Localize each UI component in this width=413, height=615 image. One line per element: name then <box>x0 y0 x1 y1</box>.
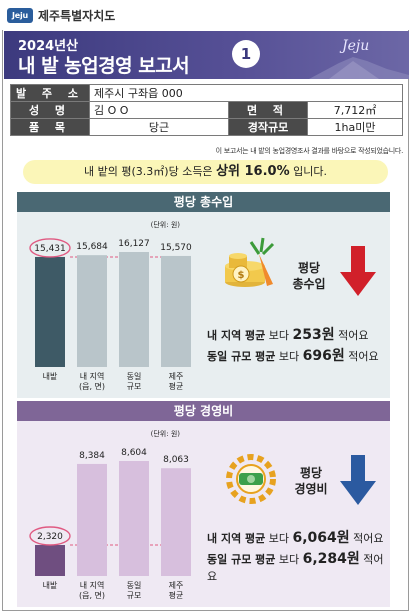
summary-highlight: 상위 16.0% <box>216 164 290 179</box>
chart-category-label-0: 내밭 <box>43 581 58 590</box>
cost-compare1-mid: 보다 <box>265 532 293 545</box>
cost-side-line1: 평당 <box>299 466 323 480</box>
revenue-compare-region: 내 지역 평균 보다 253원 적어요 <box>207 324 368 344</box>
cost-side-title: 평당 경영비 <box>289 465 333 497</box>
area-value: 7,712㎡ <box>307 101 403 119</box>
chart-value-label-0: 2,320 <box>37 532 63 542</box>
address-label: 발 주 소 <box>10 84 90 102</box>
revenue-compare2-suffix: 적어요 <box>344 350 379 363</box>
svg-text:$: $ <box>238 270 245 281</box>
scale-value: 1ha미만 <box>307 118 403 136</box>
report-header: 2024년산 내 밭 농업경영 보고서 1 Jeju <box>4 31 409 79</box>
revenue-compare1-label: 내 지역 평균 <box>207 329 266 342</box>
chart-category-label-3: 제주 <box>169 581 184 590</box>
chart-unit-label: (단위: 원) <box>151 220 181 229</box>
chart-category-label-2: 규모 <box>127 382 142 391</box>
revenue-side-title: 평당 총수입 <box>289 260 329 292</box>
chart-bar-1 <box>77 255 107 367</box>
name-label: 성 명 <box>10 101 90 119</box>
report-note: 이 보고서는 내 밭의 농업경영조사 결과를 바탕으로 작성되었습니다. <box>215 147 404 155</box>
chart-category-label-2: 동일 <box>127 581 142 590</box>
revenue-side-line1: 평당 <box>297 261 321 275</box>
cost-compare1-suffix: 적어요 <box>349 532 384 545</box>
chart-bar-3 <box>161 255 191 367</box>
revenue-panel: (단위: 원) 15,431 내밭 15,684 내 지역 (읍, 면) 16,127 동일 규… <box>17 212 390 398</box>
chart-category-label-3: 평균 <box>169 381 184 391</box>
revenue-compare2-mid: 보다 <box>275 350 303 363</box>
revenue-side-line2: 총수입 <box>292 277 326 291</box>
chart-category-label-2: 규모 <box>127 591 142 600</box>
chart-bar-2 <box>119 461 149 576</box>
chart-value-label-2: 8,604 <box>121 448 147 458</box>
table-row: 성 명 김 O O 면 적 7,712㎡ <box>10 101 403 119</box>
revenue-compare1-suffix: 적어요 <box>334 329 369 342</box>
jeju-script-text: Jeju <box>342 38 370 54</box>
crop-value: 당근 <box>89 118 229 136</box>
gear-coins-icon <box>226 454 276 504</box>
revenue-compare2-label: 동일 규모 평균 <box>207 350 276 363</box>
chart-category-label-1: (읍, 면) <box>79 381 105 391</box>
page-number-badge: 1 <box>232 40 260 68</box>
crop-label: 품 목 <box>10 118 90 136</box>
chart-value-label-0: 15,431 <box>34 244 66 254</box>
chart-value-label-3: 8,063 <box>163 455 189 465</box>
chart-category-label-3: 제주 <box>169 372 184 381</box>
chart-category-label-2: 동일 <box>127 372 142 381</box>
cost-compare-region: 내 지역 평균 보다 6,064원 적어요 <box>207 527 384 547</box>
chart-bar-3 <box>161 468 191 576</box>
address-value: 제주시 구좌읍 000 <box>89 84 403 102</box>
brand-bar: Jeju 제주특별자치도 <box>0 0 413 30</box>
cost-section-title: 평당 경영비 <box>17 401 390 421</box>
farm-info-table: 발 주 소 제주시 구좌읍 000 성 명 김 O O 면 적 7,712㎡ 품… <box>10 84 403 136</box>
cost-side-line2: 경영비 <box>294 482 328 496</box>
chart-value-label-3: 15,570 <box>160 243 192 253</box>
revenue-section-title: 평당 총수입 <box>17 192 390 212</box>
highlight-circle <box>29 238 71 258</box>
cost-compare1-label: 내 지역 평균 <box>207 532 266 545</box>
revenue-compare-scale: 동일 규모 평균 보다 696원 적어요 <box>207 345 379 365</box>
cost-compare1-value: 6,064원 <box>292 530 350 546</box>
revenue-chart: (단위: 원) 15,431 내밭 15,684 내 지역(읍, 면) 16,127 동일규… <box>29 220 192 391</box>
chart-bar-1 <box>77 463 107 576</box>
chart-value-label-1: 15,684 <box>76 242 108 252</box>
coins-and-carrot-icon: $ <box>225 237 275 287</box>
hallasan-mountain-icon <box>309 57 409 79</box>
name-value: 김 O O <box>89 101 229 119</box>
cost-panel: (단위: 원) 2,320 내밭 8,384 내 지역 (읍, 면) 8,604 동일 규모 8,… <box>17 421 390 607</box>
arrow-down-icon <box>340 455 376 505</box>
chart-category-label-1: 내 지역 <box>80 580 105 590</box>
income-rank-banner: 내 밭의 평(3.3㎡)당 소득은 상위 16.0% 입니다. <box>23 160 388 184</box>
chart-value-label-2: 16,127 <box>118 239 150 249</box>
report-year: 2024년산 <box>18 39 79 54</box>
chart-category-label-3: 평균 <box>169 590 184 600</box>
cost-compare2-label: 동일 규모 평균 <box>207 553 276 566</box>
revenue-compare1-mid: 보다 <box>265 329 293 342</box>
brand-name: 제주특별자치도 <box>38 9 116 23</box>
cost-compare-scale: 동일 규모 평균 보다 6,284원 적어요 <box>207 548 390 584</box>
cost-compare2-mid: 보다 <box>275 553 303 566</box>
chart-unit-label: (단위: 원) <box>151 429 181 438</box>
table-row: 발 주 소 제주시 구좌읍 000 <box>10 84 403 102</box>
chart-bar-0 <box>35 544 65 576</box>
chart-category-label-1: (읍, 면) <box>79 590 105 600</box>
chart-bar-0 <box>35 256 65 367</box>
highlight-circle <box>29 526 71 546</box>
revenue-compare1-value: 253원 <box>292 327 335 343</box>
summary-prefix: 내 밭의 평(3.3㎡)당 소득은 <box>84 165 217 178</box>
table-row: 품 목 당근 경작규모 1ha미만 <box>10 118 403 136</box>
chart-category-label-0: 내밭 <box>43 372 58 381</box>
revenue-compare2-value: 696원 <box>302 348 345 364</box>
report-title: 내 밭 농업경영 보고서 <box>18 55 190 77</box>
summary-suffix: 입니다. <box>289 165 327 178</box>
chart-bar-2 <box>119 252 149 367</box>
area-label: 면 적 <box>228 101 308 119</box>
arrow-down-icon <box>340 246 376 296</box>
chart-category-label-1: 내 지역 <box>80 371 105 381</box>
cost-compare2-suffix: 적어요 <box>207 553 384 583</box>
jeju-logo: Jeju <box>7 8 33 23</box>
cost-compare2-value: 6,284원 <box>302 551 360 567</box>
scale-label: 경작규모 <box>228 118 308 136</box>
chart-value-label-1: 8,384 <box>79 451 105 461</box>
